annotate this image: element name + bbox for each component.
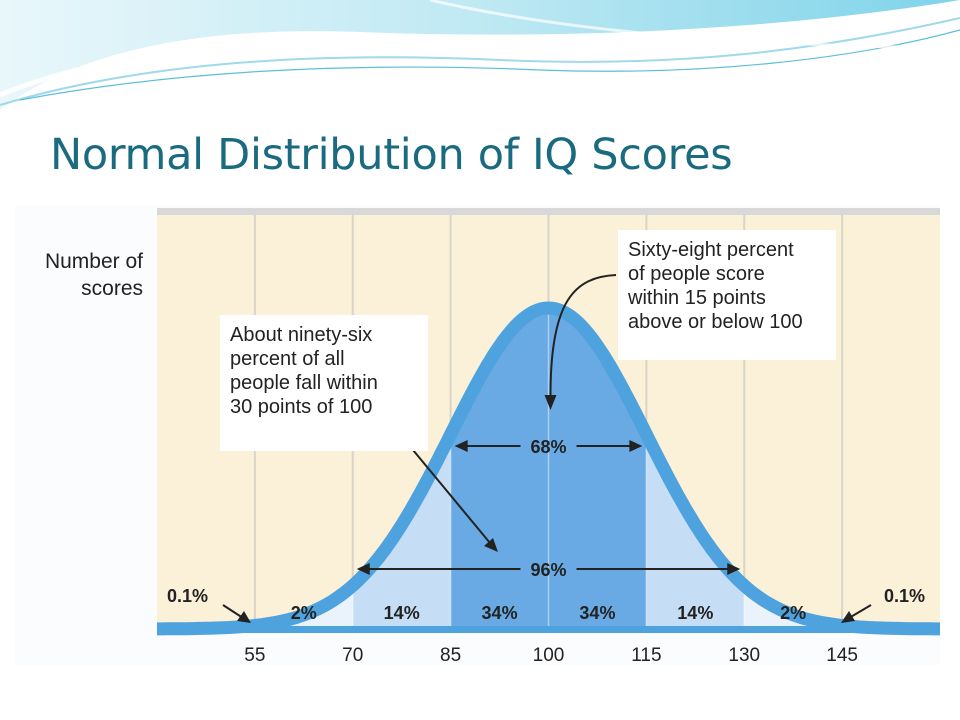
range-arrows: 68% 96% bbox=[356, 437, 741, 580]
curve-layer bbox=[153, 301, 940, 636]
segment-percent-label: 34% bbox=[579, 603, 615, 623]
annotation-pointers bbox=[412, 274, 617, 552]
annotation-line: people fall within bbox=[230, 372, 378, 394]
slide-title: Normal Distribution of IQ Scores bbox=[50, 130, 733, 180]
iq-chart-figure: Number of scores 55 70 85 100 115 130 145 34% 34… bbox=[15, 205, 940, 665]
x-tick-label: 130 bbox=[728, 645, 760, 665]
annotation-line: Sixty-eight percent bbox=[628, 239, 794, 261]
pointer-68-head bbox=[544, 395, 557, 410]
x-tick-label: 100 bbox=[533, 645, 565, 665]
chart-top-strip bbox=[157, 208, 940, 215]
range-96-head-left bbox=[356, 563, 370, 575]
tail-arrow-right bbox=[848, 604, 872, 619]
annotation-line: About ninety-six bbox=[230, 324, 373, 346]
y-axis-label-line: scores bbox=[81, 277, 143, 300]
range-96-label: 96% bbox=[530, 560, 566, 580]
x-tick-label: 145 bbox=[826, 645, 858, 665]
tail-arrowhead-right bbox=[841, 611, 855, 623]
annotation-line: percent of all bbox=[230, 348, 345, 370]
annotation-line: within 15 points bbox=[628, 287, 766, 309]
segment-percent-label: 14% bbox=[384, 603, 420, 623]
segment-percent-label: 2% bbox=[780, 603, 806, 623]
annotation-sixty-eight-percent: Sixty-eight percent of people score with… bbox=[618, 230, 836, 360]
x-tick-label: 55 bbox=[244, 645, 265, 665]
range-96-head-right bbox=[727, 563, 741, 575]
segment-percent-label: 2% bbox=[291, 603, 317, 623]
y-axis-label: Number of scores bbox=[45, 250, 143, 300]
annotation-line: above or below 100 bbox=[628, 311, 803, 333]
y-axis-label-line: Number of bbox=[45, 250, 143, 273]
tail-arrow-left bbox=[222, 604, 244, 619]
x-tick-label: 115 bbox=[631, 645, 661, 665]
pointer-96 bbox=[412, 449, 491, 544]
segment-percent-label: 14% bbox=[677, 603, 713, 623]
tail-labels: 0.1% 0.1% bbox=[167, 586, 925, 623]
segment-percent-labels: 34% 34% 14% 14% 2% 2% bbox=[291, 603, 806, 623]
x-tick-label: 85 bbox=[440, 645, 461, 665]
tail-arrowhead-left bbox=[237, 611, 251, 623]
range-68-head-left bbox=[454, 440, 468, 452]
x-tick-label: 70 bbox=[342, 645, 363, 665]
annotation-line: 30 points of 100 bbox=[230, 396, 373, 418]
segment-percent-label: 34% bbox=[482, 603, 518, 623]
shaded-bands bbox=[254, 308, 843, 629]
x-tick-labels: 55 70 85 100 115 130 145 bbox=[244, 645, 858, 665]
annotation-ninety-six-percent: About ninety-six percent of all people f… bbox=[220, 315, 428, 451]
normal-curve bbox=[153, 301, 940, 636]
range-68-label: 68% bbox=[530, 437, 566, 457]
annotation-line: of people score bbox=[628, 263, 765, 285]
band-68 bbox=[450, 308, 647, 629]
x-axis-baseline bbox=[157, 626, 940, 633]
range-68-head-right bbox=[629, 440, 643, 452]
tail-label-right: 0.1% bbox=[884, 586, 925, 606]
pointer-68 bbox=[549, 274, 617, 396]
tail-label-left: 0.1% bbox=[167, 586, 208, 606]
pointer-96-head bbox=[484, 538, 498, 552]
decorative-wave-banner bbox=[0, 0, 960, 110]
